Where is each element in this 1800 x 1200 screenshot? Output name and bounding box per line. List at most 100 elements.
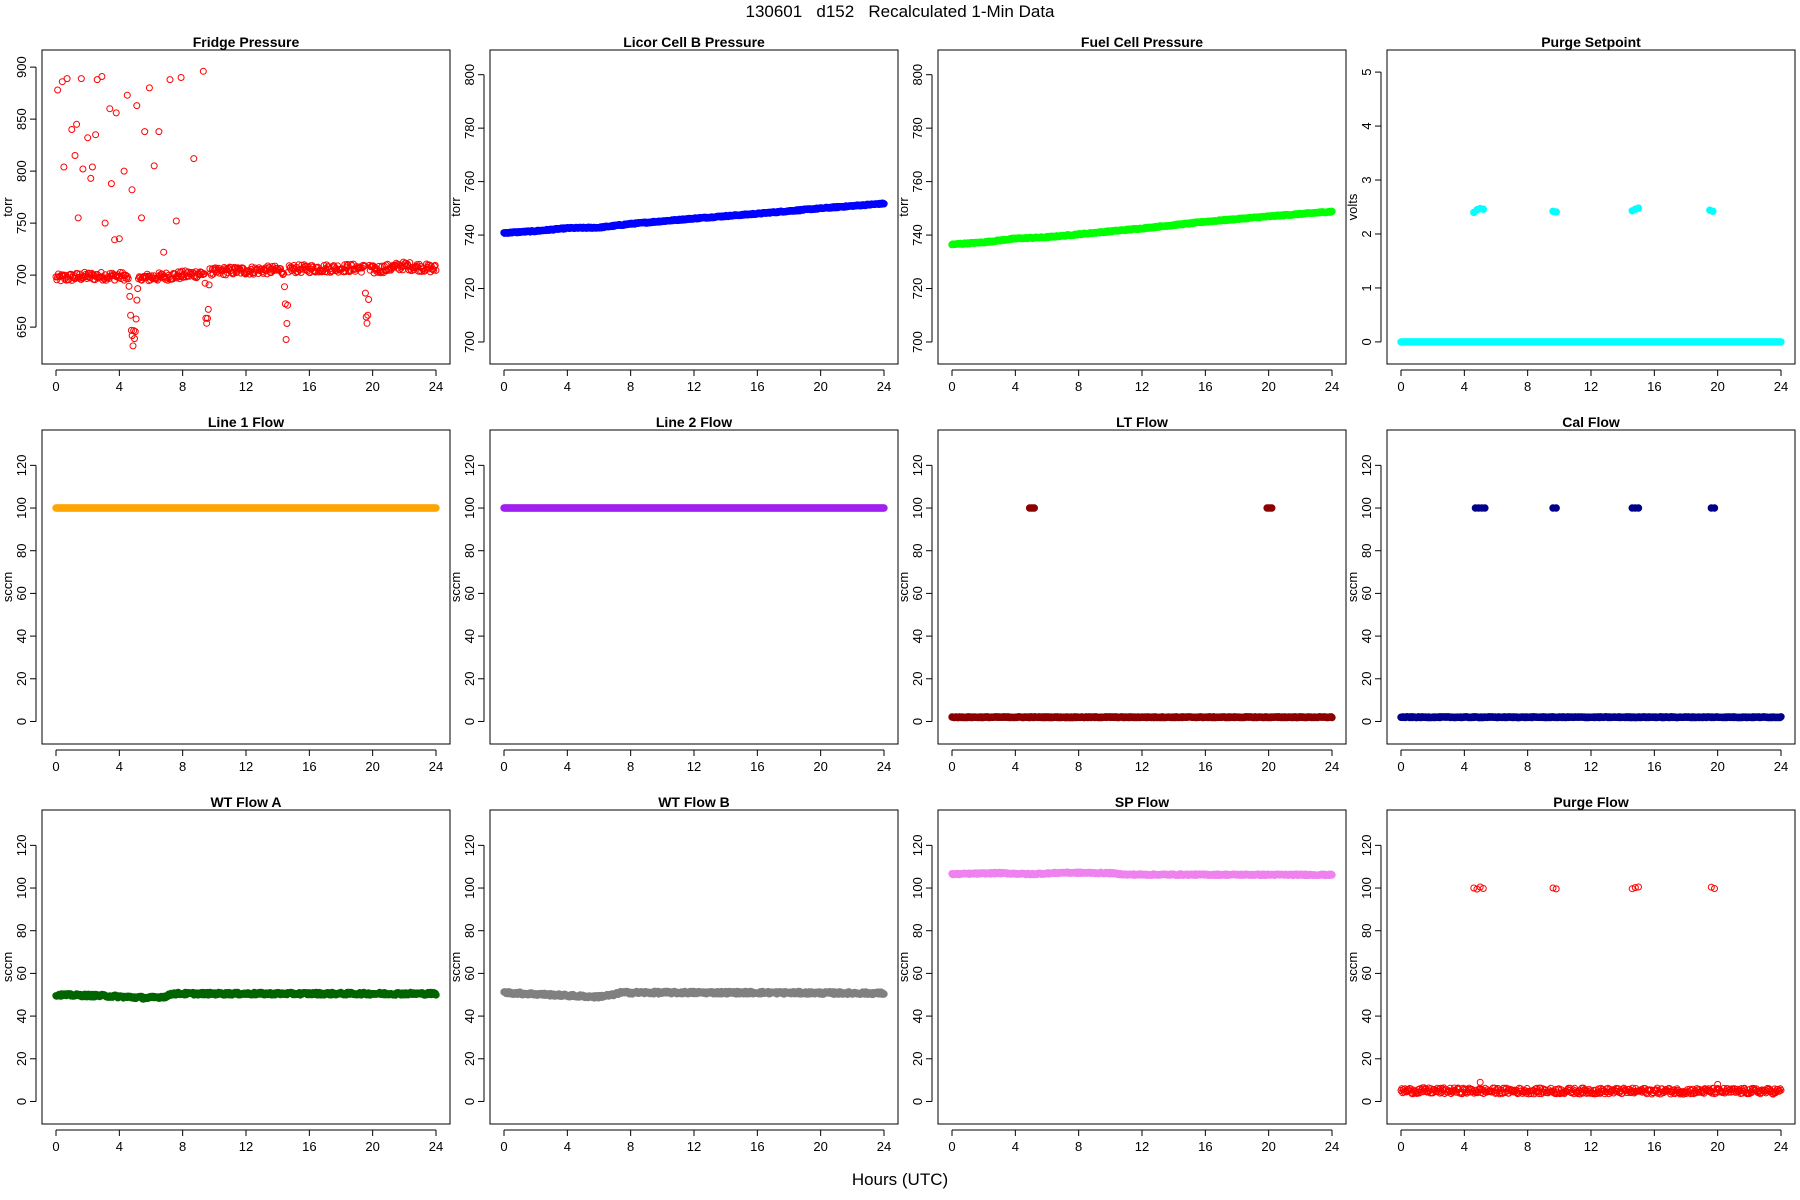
x-tick-label: 24 <box>1774 759 1788 774</box>
data-point <box>133 296 141 304</box>
data-point <box>880 200 888 208</box>
x-tick-label: 20 <box>365 1139 379 1154</box>
x-tick-label: 20 <box>813 379 827 394</box>
y-tick-label: 700 <box>910 331 925 353</box>
x-tick-label: 16 <box>1647 759 1661 774</box>
data-point <box>101 219 109 227</box>
x-tick-label: 24 <box>877 379 891 394</box>
data-point <box>203 319 211 327</box>
data-points <box>1397 204 1785 346</box>
x-tick-label: 0 <box>1397 379 1404 394</box>
data-point <box>1328 207 1336 216</box>
y-tick-label: 0 <box>462 718 477 725</box>
x-tick-label: 4 <box>1461 759 1468 774</box>
data-point <box>222 271 230 279</box>
plot-frame <box>937 49 1347 365</box>
data-point <box>357 268 365 276</box>
data-point <box>277 265 284 273</box>
x-tick-label: 8 <box>1075 759 1082 774</box>
data-point <box>126 292 134 300</box>
plot-frame <box>489 49 899 365</box>
data-point <box>60 163 68 171</box>
data-point <box>84 134 92 142</box>
y-axis-label: sccm <box>0 572 15 602</box>
data-point <box>79 165 87 173</box>
y-tick-label: 60 <box>910 586 925 600</box>
x-tick-label: 8 <box>179 379 186 394</box>
x-tick-label: 0 <box>948 759 955 774</box>
x-tick-label: 0 <box>500 379 507 394</box>
data-point <box>1709 207 1717 216</box>
x-tick-label: 24 <box>1325 379 1339 394</box>
data-point <box>1777 338 1785 346</box>
y-tick-label: 60 <box>14 586 29 600</box>
x-tick-label: 4 <box>116 759 123 774</box>
figure-title: 130601 d152 Recalculated 1-Min Data <box>745 2 1055 21</box>
y-axis-label: sccm <box>448 572 463 602</box>
x-tick-label: 8 <box>627 759 634 774</box>
y-tick-label: 760 <box>910 171 925 193</box>
data-point <box>284 301 292 309</box>
x-tick-label: 16 <box>302 759 316 774</box>
data-point <box>280 270 288 278</box>
data-point <box>123 91 131 99</box>
x-tick-label: 12 <box>1584 379 1598 394</box>
data-point <box>134 285 142 293</box>
data-point <box>273 264 281 272</box>
y-tick-label: 40 <box>462 629 477 643</box>
x-tick-label: 0 <box>500 759 507 774</box>
x-tick-label: 12 <box>239 759 253 774</box>
x-tick-label: 20 <box>365 379 379 394</box>
data-point <box>129 342 137 350</box>
data-points <box>52 67 440 350</box>
data-point <box>107 180 115 188</box>
data-point <box>120 167 128 175</box>
x-tick-label: 24 <box>877 759 891 774</box>
data-point <box>133 102 141 110</box>
x-tick-label: 12 <box>1135 759 1149 774</box>
x-tick-label: 8 <box>1524 759 1531 774</box>
plot-frame <box>41 429 451 745</box>
data-point <box>199 67 207 75</box>
data-point <box>361 289 369 297</box>
data-point <box>138 214 145 222</box>
y-tick-label: 80 <box>910 543 925 557</box>
y-tick-label: 120 <box>910 454 925 476</box>
panel-title: Licor Cell B Pressure <box>623 34 765 50</box>
data-point <box>125 282 133 290</box>
panel-title: Purge Setpoint <box>1541 34 1641 50</box>
y-tick-label: 20 <box>910 672 925 686</box>
data-point <box>342 268 350 275</box>
y-tick-label: 20 <box>1359 672 1374 686</box>
y-tick-label: 760 <box>462 171 477 193</box>
x-tick-label: 0 <box>52 1139 59 1154</box>
x-tick-label: 16 <box>750 379 764 394</box>
y-tick-label: 0 <box>14 1098 29 1105</box>
y-tick-label: 40 <box>1359 629 1374 643</box>
y-tick-label: 120 <box>462 454 477 476</box>
x-tick-label: 4 <box>1461 379 1468 394</box>
data-point <box>283 320 291 327</box>
y-tick-label: 100 <box>462 497 477 519</box>
data-point <box>166 76 174 84</box>
y-tick-label: 20 <box>14 672 29 686</box>
x-tick-label: 0 <box>1397 759 1404 774</box>
y-tick-label: 0 <box>1359 718 1374 725</box>
y-tick-label: 20 <box>462 672 477 686</box>
data-point <box>201 279 209 287</box>
panel-title: Line 2 Flow <box>656 414 732 430</box>
data-point <box>63 75 71 83</box>
data-point <box>58 78 66 86</box>
data-point <box>432 266 440 274</box>
x-tick-label: 4 <box>1012 379 1019 394</box>
panel-title: WT Flow B <box>658 794 730 810</box>
data-point <box>106 105 114 113</box>
y-tick-label: 80 <box>1359 543 1374 557</box>
plot-frame <box>1386 429 1796 745</box>
data-point <box>54 86 62 94</box>
